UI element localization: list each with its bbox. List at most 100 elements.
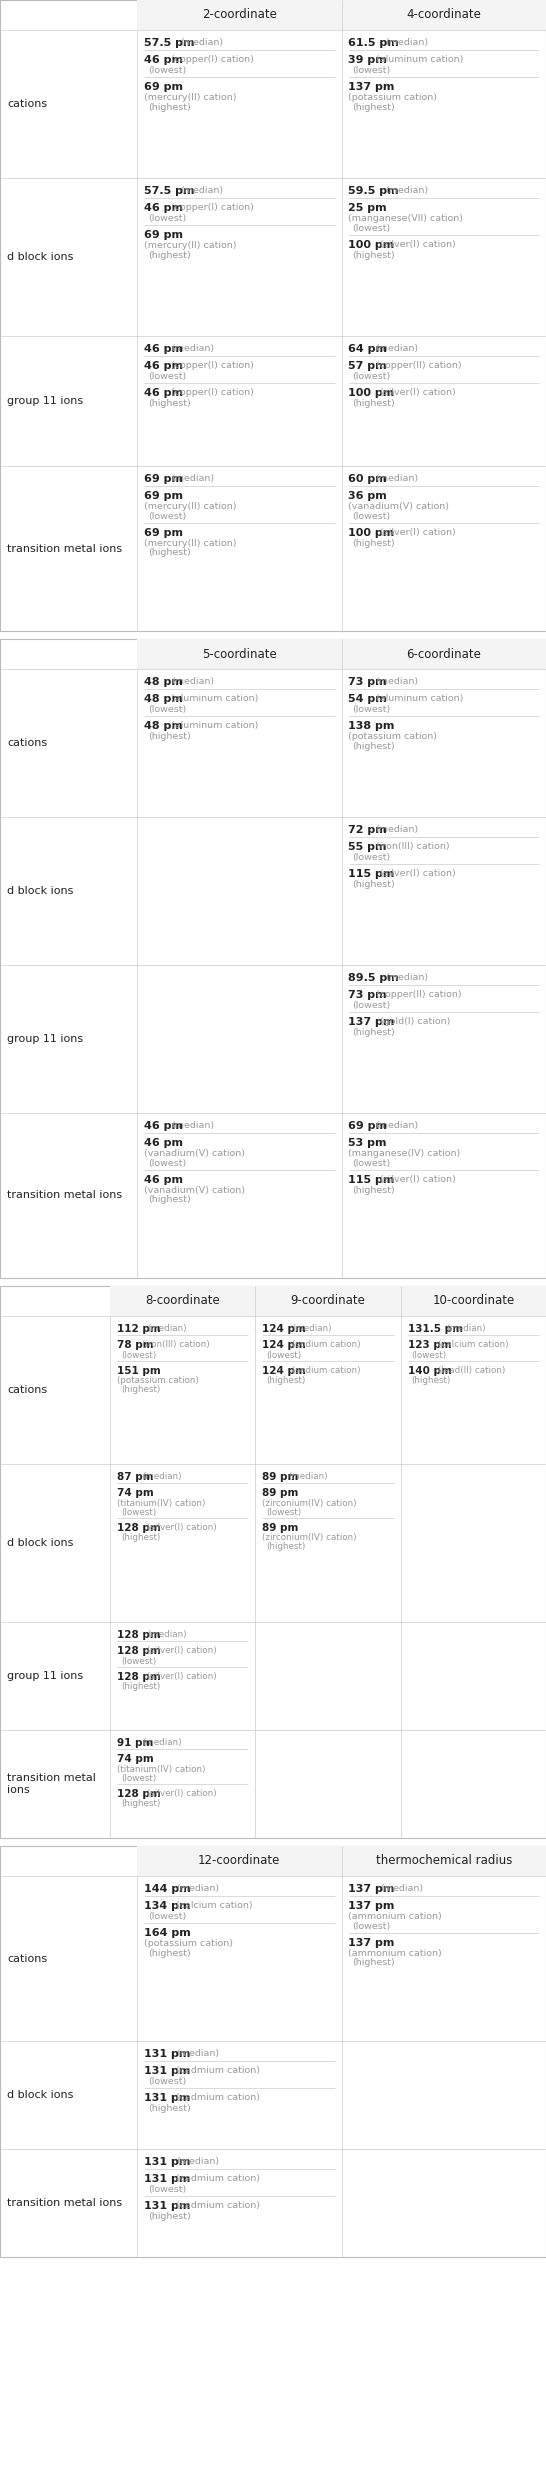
Text: 53 pm: 53 pm	[348, 1137, 387, 1147]
Text: 69 pm: 69 pm	[348, 1120, 388, 1132]
Text: (lowest): (lowest)	[412, 1350, 447, 1360]
Text: d block ions: d block ions	[7, 2089, 73, 2101]
Text: 46 pm: 46 pm	[144, 54, 183, 64]
Bar	[137, 0, 546, 30]
Text: (titanium(IV) cation): (titanium(IV) cation)	[117, 1765, 205, 1775]
Bar	[0, 1847, 546, 2257]
Text: (median): (median)	[171, 677, 214, 687]
Text: (median): (median)	[176, 2158, 219, 2165]
Text: (aluminum cation): (aluminum cation)	[171, 695, 258, 702]
Text: 69 pm: 69 pm	[144, 230, 183, 240]
Text: 55 pm: 55 pm	[348, 843, 387, 853]
Text: 64 pm: 64 pm	[348, 344, 388, 353]
Text: 137 pm: 137 pm	[348, 1884, 395, 1894]
Text: 48 pm: 48 pm	[144, 722, 183, 732]
Text: (copper(I) cation): (copper(I) cation)	[171, 203, 254, 213]
Text: 8-coordinate: 8-coordinate	[145, 1295, 220, 1308]
Text: (potassium cation): (potassium cation)	[348, 94, 437, 101]
Text: (copper(II) cation): (copper(II) cation)	[376, 989, 461, 999]
Text: 69 pm: 69 pm	[144, 527, 183, 536]
Text: (mercury(II) cation): (mercury(II) cation)	[144, 502, 236, 512]
Text: 131 pm: 131 pm	[144, 2067, 191, 2076]
Text: (potassium cation): (potassium cation)	[348, 732, 437, 742]
Text: group 11 ions: group 11 ions	[7, 396, 83, 405]
Text: 46 pm: 46 pm	[144, 361, 183, 371]
Text: (lowest): (lowest)	[353, 67, 391, 74]
Text: 100 pm: 100 pm	[348, 240, 395, 250]
Text: (calcium cation): (calcium cation)	[176, 1901, 252, 1911]
Text: (copper(I) cation): (copper(I) cation)	[171, 388, 254, 398]
Text: 46 pm: 46 pm	[144, 388, 183, 398]
Text: (highest): (highest)	[148, 1196, 191, 1204]
Bar	[137, 1847, 546, 1876]
Text: (calcium cation): (calcium cation)	[438, 1340, 508, 1350]
Text: (highest): (highest)	[121, 1533, 161, 1543]
Text: (median): (median)	[147, 1629, 187, 1639]
Text: (median): (median)	[143, 1471, 182, 1481]
Text: (highest): (highest)	[353, 539, 395, 549]
Text: 6-coordinate: 6-coordinate	[406, 648, 481, 660]
Text: (highest): (highest)	[148, 549, 191, 556]
Text: (cadmium cation): (cadmium cation)	[176, 2173, 260, 2183]
Text: (median): (median)	[171, 1120, 214, 1130]
Bar	[0, 1285, 546, 1839]
Text: (ammonium cation): (ammonium cation)	[348, 1948, 442, 1958]
Text: transition metal ions: transition metal ions	[7, 544, 122, 554]
Text: 12-coordinate: 12-coordinate	[198, 1854, 281, 1866]
Text: (highest): (highest)	[148, 400, 191, 408]
Text: group 11 ions: group 11 ions	[7, 1033, 83, 1043]
Text: (aluminum cation): (aluminum cation)	[376, 695, 463, 702]
Text: 100 pm: 100 pm	[348, 388, 395, 398]
Text: (highest): (highest)	[148, 250, 191, 260]
Text: (lowest): (lowest)	[121, 1508, 156, 1515]
Text: 59.5 pm: 59.5 pm	[348, 185, 399, 195]
Text: (highest): (highest)	[121, 1384, 161, 1394]
Text: d block ions: d block ions	[7, 885, 73, 895]
Text: (median): (median)	[181, 185, 224, 195]
Text: 39 pm: 39 pm	[348, 54, 387, 64]
Text: (silver(I) cation): (silver(I) cation)	[381, 1174, 456, 1184]
Text: 46 pm: 46 pm	[144, 1174, 183, 1184]
Text: 25 pm: 25 pm	[348, 203, 387, 213]
Text: 46 pm: 46 pm	[144, 1137, 183, 1147]
Text: 131 pm: 131 pm	[144, 2173, 191, 2183]
Text: (lowest): (lowest)	[148, 215, 186, 222]
Text: (silver(I) cation): (silver(I) cation)	[147, 1646, 217, 1656]
Text: transition metal ions: transition metal ions	[7, 2198, 122, 2207]
Text: (lowest): (lowest)	[148, 2185, 186, 2195]
Text: thermochemical radius: thermochemical radius	[376, 1854, 512, 1866]
Text: cations: cations	[7, 739, 47, 749]
Text: (lowest): (lowest)	[148, 1159, 186, 1167]
Text: (lowest): (lowest)	[121, 1772, 156, 1782]
Text: (median): (median)	[292, 1325, 332, 1332]
Text: 124 pm: 124 pm	[262, 1340, 306, 1350]
Text: (aluminum cation): (aluminum cation)	[376, 54, 463, 64]
Text: 48 pm: 48 pm	[144, 677, 183, 687]
Text: (sodium cation): (sodium cation)	[292, 1367, 361, 1374]
Text: (cadmium cation): (cadmium cation)	[176, 2094, 260, 2101]
Text: d block ions: d block ions	[7, 252, 73, 262]
Text: cations: cations	[7, 1384, 47, 1394]
Text: 128 pm: 128 pm	[117, 1629, 161, 1639]
Text: (lowest): (lowest)	[266, 1350, 301, 1360]
Text: 115 pm: 115 pm	[348, 1174, 395, 1184]
Text: transition metal
ions: transition metal ions	[7, 1772, 96, 1795]
Text: (copper(I) cation): (copper(I) cation)	[171, 54, 254, 64]
Text: (median): (median)	[447, 1325, 486, 1332]
Text: 91 pm: 91 pm	[117, 1738, 153, 1748]
Text: (lowest): (lowest)	[148, 705, 186, 714]
Text: (highest): (highest)	[412, 1377, 451, 1384]
Text: (iron(III) cation): (iron(III) cation)	[143, 1340, 210, 1350]
Text: (highest): (highest)	[353, 400, 395, 408]
Text: (lowest): (lowest)	[148, 67, 186, 74]
Text: (median): (median)	[176, 1884, 219, 1894]
Text: (highest): (highest)	[353, 1187, 395, 1194]
Text: (median): (median)	[176, 2049, 219, 2059]
Text: 73 pm: 73 pm	[348, 677, 387, 687]
Text: 57.5 pm: 57.5 pm	[144, 185, 194, 195]
Text: (median): (median)	[385, 37, 428, 47]
Text: (highest): (highest)	[266, 1377, 306, 1384]
Bar	[0, 1285, 546, 1839]
Text: 138 pm: 138 pm	[348, 722, 395, 732]
Text: (lowest): (lowest)	[148, 2076, 186, 2086]
